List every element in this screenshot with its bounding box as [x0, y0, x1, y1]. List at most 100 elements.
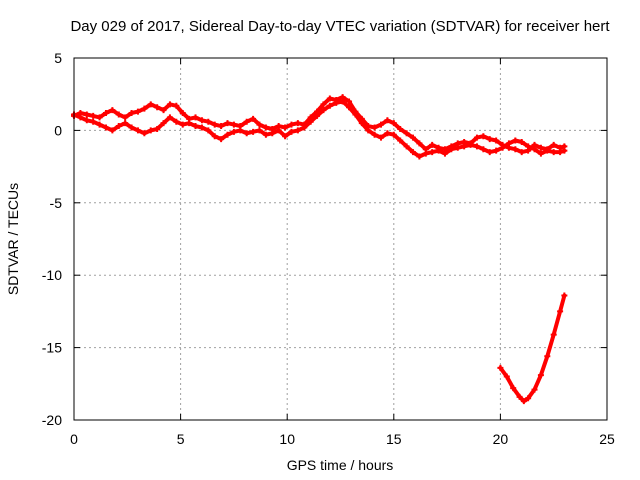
data-point	[250, 128, 257, 135]
tick-layer: 0 5 10 15 20 25 -20 -15 -10 -5 0 5	[42, 50, 615, 447]
data-point	[531, 386, 538, 393]
data-point	[102, 110, 109, 117]
data-point	[416, 140, 423, 147]
data-point	[403, 143, 410, 150]
data-point	[467, 141, 474, 148]
data-point	[90, 112, 97, 119]
data-point	[179, 110, 186, 117]
series-layer	[71, 94, 568, 405]
data-point	[211, 133, 218, 140]
data-point	[115, 111, 122, 118]
series-trace-1	[71, 94, 568, 156]
data-point	[557, 308, 564, 315]
data-point	[218, 123, 225, 130]
data-point	[473, 143, 480, 150]
data-point	[96, 114, 103, 121]
data-point	[339, 98, 346, 105]
data-point	[525, 395, 532, 402]
y-tick-label: 0	[54, 122, 62, 138]
data-point	[531, 146, 538, 153]
data-point	[384, 130, 391, 137]
data-point	[282, 133, 289, 140]
data-point	[503, 373, 510, 380]
data-point	[173, 102, 180, 109]
data-point	[83, 117, 90, 124]
data-point	[154, 104, 161, 111]
data-point	[544, 147, 551, 154]
data-point	[525, 143, 532, 150]
series-trace-2	[71, 98, 568, 160]
data-point	[243, 130, 250, 137]
data-point	[516, 393, 523, 400]
data-point	[537, 144, 544, 151]
data-point	[250, 115, 257, 122]
data-point	[109, 107, 116, 114]
data-point	[173, 118, 180, 125]
data-point	[224, 120, 231, 127]
data-point	[352, 111, 359, 118]
x-tick-label: 15	[386, 431, 402, 447]
data-point	[294, 120, 301, 127]
data-point	[211, 121, 218, 128]
data-point	[512, 137, 519, 144]
data-point	[537, 150, 544, 157]
data-point	[390, 120, 397, 127]
data-point	[384, 117, 391, 124]
data-point	[198, 117, 205, 124]
data-point	[179, 121, 186, 128]
data-point	[83, 111, 90, 118]
data-point	[390, 131, 397, 138]
data-point	[282, 124, 289, 131]
data-point	[403, 130, 410, 137]
data-point	[192, 123, 199, 130]
data-point	[550, 149, 557, 156]
data-point	[320, 107, 327, 114]
data-point	[243, 118, 250, 125]
data-point	[409, 149, 416, 156]
data-point	[96, 121, 103, 128]
data-point	[448, 146, 455, 153]
data-point	[147, 127, 154, 134]
data-point	[493, 147, 500, 154]
data-point	[486, 149, 493, 156]
data-point	[147, 101, 154, 108]
data-point	[218, 136, 225, 143]
x-tick-label: 20	[493, 431, 509, 447]
data-point	[262, 131, 269, 138]
series-trace-3	[497, 292, 568, 405]
data-point	[510, 385, 517, 392]
y-axis-label: SDTVAR / TECUs	[5, 183, 21, 295]
data-point	[237, 127, 244, 134]
data-point	[256, 127, 263, 134]
data-point	[307, 118, 314, 125]
data-point	[134, 108, 141, 115]
data-point	[518, 138, 525, 145]
data-point	[230, 128, 237, 135]
data-point	[294, 127, 301, 134]
data-point	[409, 134, 416, 141]
data-point	[378, 121, 385, 128]
data-point	[122, 114, 129, 121]
data-point	[499, 144, 506, 151]
data-point	[550, 331, 557, 338]
data-point	[397, 137, 404, 144]
data-point	[141, 105, 148, 112]
y-tick-label: -10	[42, 267, 62, 283]
x-tick-label: 25	[599, 431, 615, 447]
data-point	[269, 130, 276, 137]
data-point	[346, 104, 353, 111]
data-point	[518, 149, 525, 156]
data-point	[512, 146, 519, 153]
data-point	[224, 131, 231, 138]
series-line	[498, 293, 567, 404]
data-point	[454, 144, 461, 151]
data-point	[90, 118, 97, 125]
x-axis-label: GPS time / hours	[287, 457, 394, 473]
data-point	[314, 112, 321, 119]
data-point	[205, 118, 212, 125]
data-point	[371, 131, 378, 138]
data-point	[262, 124, 269, 131]
data-point	[160, 120, 167, 127]
data-point	[544, 353, 551, 360]
